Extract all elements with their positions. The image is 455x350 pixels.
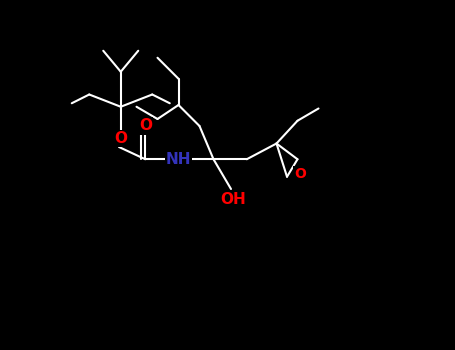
- Text: OH: OH: [220, 192, 246, 207]
- Text: O: O: [139, 119, 152, 133]
- Text: NH: NH: [166, 152, 191, 167]
- Text: O: O: [294, 167, 306, 181]
- Text: O: O: [114, 131, 127, 146]
